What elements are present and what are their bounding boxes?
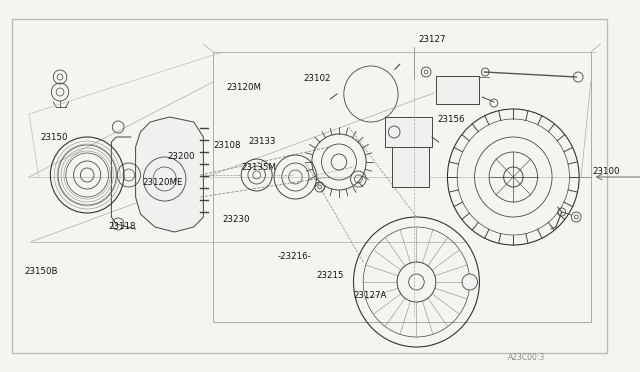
Text: 23150: 23150 xyxy=(40,133,68,142)
Bar xyxy=(213,52,591,322)
Text: 23127A: 23127A xyxy=(353,291,387,300)
Text: -23216-: -23216- xyxy=(278,252,312,261)
Text: 23120ME: 23120ME xyxy=(143,178,183,187)
Bar xyxy=(436,76,479,104)
Text: 23156: 23156 xyxy=(437,115,465,124)
Bar xyxy=(392,142,429,187)
Text: 23102: 23102 xyxy=(304,74,332,83)
Text: 23133: 23133 xyxy=(248,137,275,146)
Text: 23230: 23230 xyxy=(222,215,250,224)
Text: 23215: 23215 xyxy=(316,271,344,280)
Text: 23127: 23127 xyxy=(419,35,446,44)
Text: 23108: 23108 xyxy=(214,141,241,150)
Bar xyxy=(385,117,432,147)
Polygon shape xyxy=(136,117,204,232)
Circle shape xyxy=(462,274,477,290)
Text: 23150B: 23150B xyxy=(25,267,58,276)
Text: 23135M: 23135M xyxy=(242,163,276,172)
Text: 23200: 23200 xyxy=(167,152,195,161)
Text: 23120M: 23120M xyxy=(227,83,261,92)
Text: 23118: 23118 xyxy=(108,222,136,231)
Text: 23100: 23100 xyxy=(592,167,620,176)
Text: A23C00:3: A23C00:3 xyxy=(508,353,545,362)
